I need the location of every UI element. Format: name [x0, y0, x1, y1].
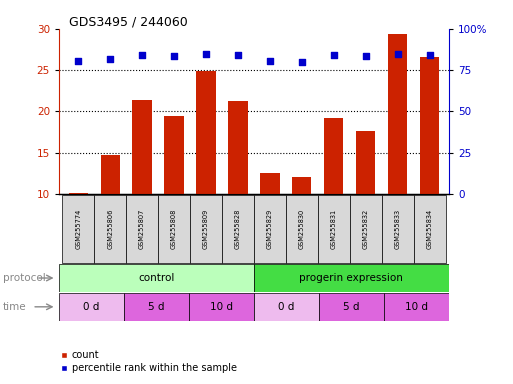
Bar [382, 195, 413, 263]
Text: GSM255833: GSM255833 [394, 209, 401, 249]
Point [202, 50, 210, 56]
Bar [318, 195, 350, 263]
Point [106, 55, 114, 61]
Bar [292, 177, 311, 194]
Text: GSM255830: GSM255830 [299, 209, 305, 249]
Text: 0 d: 0 d [278, 302, 294, 312]
Bar [222, 195, 254, 263]
Bar [420, 57, 439, 194]
Point [393, 50, 402, 56]
Point [266, 58, 274, 64]
Legend: count, percentile rank within the sample: count, percentile rank within the sample [56, 346, 241, 377]
Bar [350, 195, 382, 263]
Text: GSM255808: GSM255808 [171, 209, 177, 249]
Bar [190, 195, 222, 263]
Point [234, 52, 242, 58]
Point [74, 58, 82, 64]
Text: progerin expression: progerin expression [300, 273, 403, 283]
Bar [101, 155, 120, 194]
Text: GSM255806: GSM255806 [107, 209, 113, 249]
Text: GDS3495 / 244060: GDS3495 / 244060 [69, 15, 188, 28]
Point [138, 52, 146, 58]
Bar [94, 195, 126, 263]
Bar [59, 293, 124, 321]
Text: GSM255831: GSM255831 [331, 209, 337, 249]
Point [298, 59, 306, 65]
Text: GSM255828: GSM255828 [235, 209, 241, 249]
Text: 0 d: 0 d [83, 302, 100, 312]
Bar [124, 293, 189, 321]
Text: GSM255774: GSM255774 [75, 209, 81, 249]
Text: 10 d: 10 d [405, 302, 428, 312]
Point [426, 52, 434, 58]
Bar [132, 100, 152, 194]
Bar [286, 195, 318, 263]
Text: protocol: protocol [3, 273, 45, 283]
Bar [158, 195, 190, 263]
Point [330, 52, 338, 58]
Point [170, 53, 178, 59]
Text: GSM255834: GSM255834 [427, 209, 432, 249]
Text: time: time [3, 302, 26, 312]
Text: GSM255807: GSM255807 [139, 209, 145, 249]
Bar [260, 173, 280, 194]
Bar [356, 131, 376, 194]
Bar [254, 195, 286, 263]
Bar [126, 195, 158, 263]
Text: GSM255832: GSM255832 [363, 209, 369, 249]
Text: 5 d: 5 d [148, 302, 165, 312]
Text: 5 d: 5 d [343, 302, 360, 312]
Bar [254, 293, 319, 321]
Bar [228, 101, 248, 194]
Bar [59, 264, 254, 292]
Bar [165, 116, 184, 194]
Bar [413, 195, 446, 263]
Bar [189, 293, 254, 321]
Bar [69, 193, 88, 194]
Bar [254, 264, 449, 292]
Bar [384, 293, 449, 321]
Bar [319, 293, 384, 321]
Text: 10 d: 10 d [210, 302, 233, 312]
Bar [196, 71, 215, 194]
Bar [62, 195, 94, 263]
Bar [324, 118, 343, 194]
Bar [388, 34, 407, 194]
Point [362, 53, 370, 59]
Text: GSM255829: GSM255829 [267, 209, 273, 249]
Text: control: control [139, 273, 174, 283]
Text: GSM255809: GSM255809 [203, 209, 209, 249]
